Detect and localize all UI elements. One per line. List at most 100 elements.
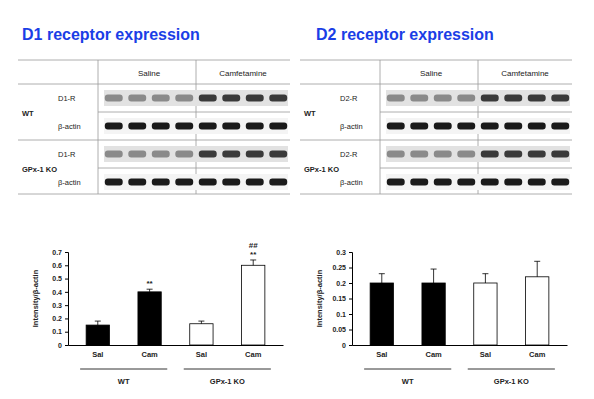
- blot-band: [152, 179, 170, 186]
- x-tick: Cam: [141, 350, 158, 359]
- group-rule: [80, 369, 167, 370]
- y-tick-label: 0.5: [52, 275, 62, 282]
- blot-band: [481, 123, 499, 130]
- blot-rule: [18, 84, 290, 85]
- error-bar: [431, 269, 437, 283]
- x-tick-label: Sal: [376, 350, 387, 359]
- blot-band: [269, 95, 287, 102]
- y-tick-label: 0.3: [336, 249, 346, 256]
- blot-band: [246, 123, 264, 130]
- blot-band: [434, 95, 452, 102]
- blot-band: [410, 151, 428, 158]
- blot-band: [457, 123, 475, 130]
- error-bar-cap: [431, 269, 437, 270]
- y-tick: 0.4: [52, 289, 68, 296]
- error-bar-stem: [253, 260, 254, 265]
- blot-band: [434, 151, 452, 158]
- y-tick: 0.05: [332, 326, 352, 333]
- error-bar-cap: [250, 259, 256, 260]
- blot-band: [504, 179, 522, 186]
- blot-band: [175, 123, 193, 130]
- blot-band: [481, 179, 499, 186]
- blot-band-label: β-actin: [340, 178, 363, 187]
- figure: D1 receptor expressionSalineCamfetamineW…: [0, 0, 594, 399]
- blot-group-label: GPx-1 KO: [304, 165, 339, 174]
- blot-column-label: Camfetamine: [219, 69, 267, 78]
- blot-band-label: β-actin: [58, 122, 81, 131]
- panel: D1 receptor expression SalineCamfetamineW…: [18, 26, 290, 386]
- y-tick-mark: [349, 283, 352, 284]
- y-tick-label: 0.2: [336, 280, 346, 287]
- blot-band: [152, 95, 170, 102]
- blot-rule: [98, 60, 99, 194]
- blot-band-label: β-actin: [340, 122, 363, 131]
- y-tick-mark: [65, 252, 68, 253]
- y-tick-mark: [65, 305, 68, 306]
- blot-rule: [380, 112, 572, 113]
- blot-band: [387, 151, 405, 158]
- blot-band: [269, 151, 287, 158]
- x-tick-label: Cam: [529, 350, 546, 359]
- blot-band: [105, 95, 123, 102]
- y-tick-mark: [349, 299, 352, 300]
- y-axis-line: [65, 253, 69, 346]
- x-tick-label: Sal: [92, 350, 103, 359]
- blot-band: [528, 151, 546, 158]
- y-tick: 0: [342, 342, 352, 349]
- blot-rule: [300, 140, 572, 141]
- group-label: GPx-1 KO: [494, 377, 529, 386]
- blot-band: [269, 123, 287, 130]
- y-axis: 00.050.10.150.20.250.3: [332, 249, 352, 349]
- blot-strip: [104, 118, 288, 134]
- blot-strip: [104, 90, 288, 106]
- y-tick-mark: [349, 330, 352, 331]
- y-tick-label: 0.05: [332, 326, 346, 333]
- y-tick: 0.2: [52, 315, 68, 322]
- y-tick-mark: [349, 345, 352, 346]
- title: D1 receptor expression: [22, 26, 200, 43]
- y-axis-title: Intensity/β-actin: [315, 269, 324, 327]
- blot-band: [387, 123, 405, 130]
- x-tick-label: Sal: [196, 350, 207, 359]
- bar: [190, 324, 213, 345]
- error-bar: [482, 274, 488, 283]
- blot-band: [410, 123, 428, 130]
- blot-band-label: β-actin: [58, 178, 81, 187]
- blot-rule: [18, 194, 290, 195]
- blot-column-label: Saline: [420, 69, 443, 78]
- y-tick: 0.3: [52, 302, 68, 309]
- bar: [474, 283, 497, 345]
- blot-band: [528, 179, 546, 186]
- y-tick-label: 0.25: [332, 264, 346, 271]
- blot-rule: [300, 194, 572, 195]
- blot-band: [457, 95, 475, 102]
- plot-area: [370, 261, 549, 345]
- y-tick-label: 0.1: [336, 311, 346, 318]
- y-tick-mark: [65, 345, 68, 346]
- blot-strip: [386, 174, 570, 190]
- blot-band: [269, 179, 287, 186]
- error-bar-cap: [147, 289, 153, 290]
- blot-strip: [386, 90, 570, 106]
- bar: [86, 325, 109, 345]
- blot-band: [222, 95, 240, 102]
- blot: SalineCamfetamineWTD1-Rβ-actinGPx-1 KOD1…: [18, 60, 290, 194]
- blot-strip: [386, 146, 570, 162]
- x-tick-label: Sal: [480, 350, 491, 359]
- x-tick-label: Cam: [245, 350, 262, 359]
- blot-band: [128, 179, 146, 186]
- x-tick: Cam: [425, 350, 442, 359]
- error-bar: [95, 321, 101, 325]
- y-tick: 0.5: [52, 275, 68, 282]
- blot-band: [387, 95, 405, 102]
- annotation: ##: [249, 241, 258, 250]
- x-axis-line: [69, 345, 284, 346]
- group-label: WT: [402, 377, 414, 386]
- bar: [242, 265, 265, 345]
- y-tick-label: 0.6: [52, 262, 62, 269]
- x-tick: Sal: [92, 350, 103, 359]
- x-axis-line: [353, 345, 568, 346]
- y-tick-mark: [349, 252, 352, 253]
- blot-band: [246, 95, 264, 102]
- plot-area: [86, 260, 265, 345]
